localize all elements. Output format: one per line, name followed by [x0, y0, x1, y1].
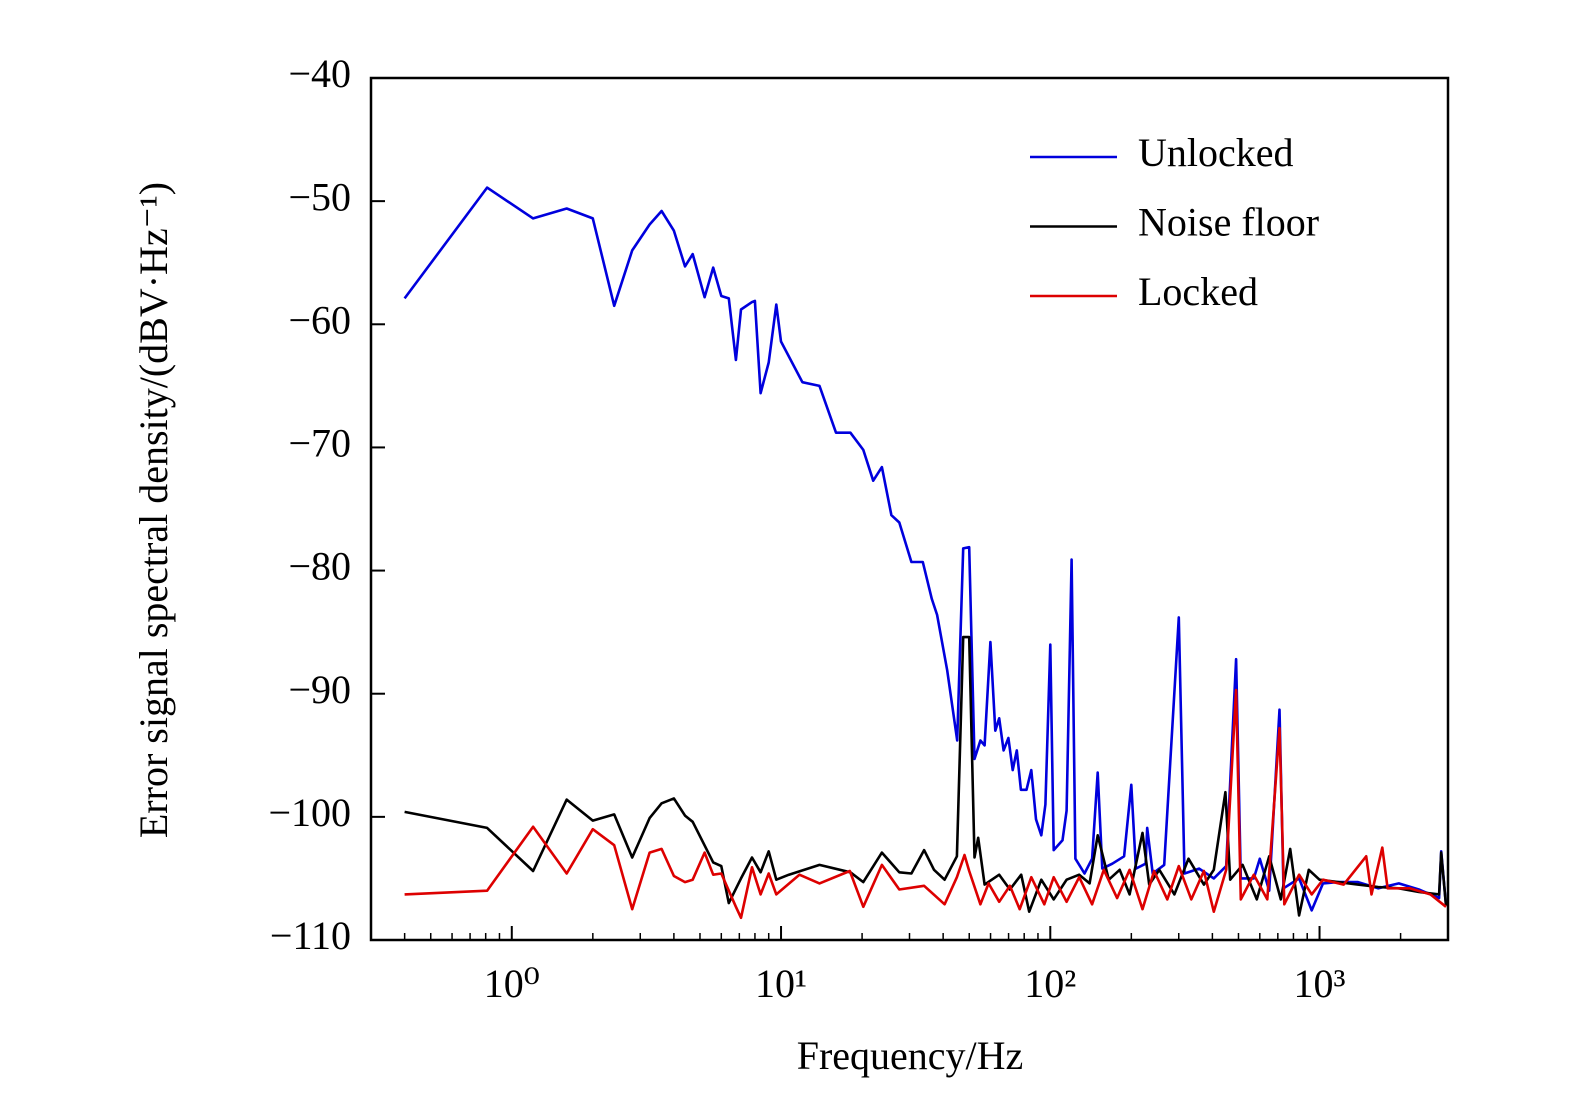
- y-tick-label: −80: [288, 544, 351, 589]
- series-line: [404, 688, 1447, 920]
- x-tick-label: 10⁰: [484, 961, 540, 1006]
- y-tick-label: −60: [288, 297, 351, 342]
- y-tick-label: −70: [288, 421, 351, 466]
- y-tick-label: −40: [288, 51, 351, 96]
- y-tick-label: −100: [268, 790, 351, 835]
- plot-frame: [369, 76, 1450, 942]
- y-tick-label: −110: [270, 913, 351, 958]
- x-tick-label: 10¹: [755, 961, 807, 1006]
- y-axis-label: Error signal spectral density/(dBV·Hz⁻¹): [131, 182, 176, 838]
- series-line: [403, 186, 1448, 912]
- legend-label: Locked: [1138, 269, 1258, 314]
- series-line: [404, 635, 1448, 917]
- x-axis-label: Frequency/Hz: [797, 1033, 1024, 1078]
- legend-label: Noise floor: [1138, 200, 1319, 245]
- x-tick-label: 10²: [1024, 961, 1076, 1006]
- y-tick-label: −50: [288, 174, 351, 219]
- legend-label: Unlocked: [1138, 130, 1294, 175]
- y-tick-label: −90: [288, 667, 351, 712]
- x-tick-label: 10³: [1294, 961, 1346, 1006]
